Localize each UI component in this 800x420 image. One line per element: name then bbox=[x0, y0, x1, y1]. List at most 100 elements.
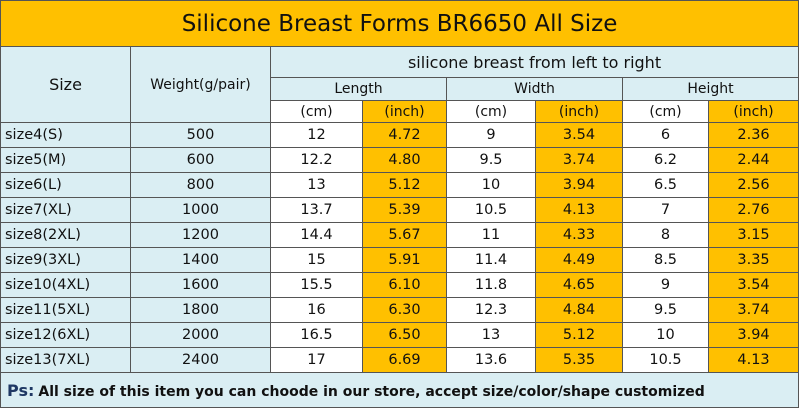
table-row: size13(7XL) 2400 17 6.69 13.6 5.35 10.5 4.13 bbox=[0, 347, 800, 373]
unit-header: (inch) bbox=[535, 100, 623, 123]
size-cell: size11(5XL) bbox=[0, 297, 131, 323]
weight-cell: 2000 bbox=[130, 322, 271, 348]
length-cm-cell: 17 bbox=[270, 347, 363, 373]
width-cm-cell: 10.5 bbox=[446, 197, 536, 223]
width-inch-cell: 5.12 bbox=[535, 322, 623, 348]
width-inch-cell: 3.74 bbox=[535, 147, 623, 173]
weight-cell: 2400 bbox=[130, 347, 271, 373]
width-inch-cell: 4.13 bbox=[535, 197, 623, 223]
width-cm-cell: 13 bbox=[446, 322, 536, 348]
footer: Ps: All size of this item you can choode … bbox=[0, 372, 800, 408]
footer-label: Ps: bbox=[7, 380, 35, 400]
height-inch-cell: 3.35 bbox=[707, 247, 800, 273]
width-cm-cell: 11.8 bbox=[446, 272, 536, 298]
table-row: size5(M) 600 12.2 4.80 9.5 3.74 6.2 2.44 bbox=[0, 147, 800, 173]
dimension-header: Length bbox=[270, 77, 447, 101]
weight-cell: 800 bbox=[130, 172, 271, 198]
height-cm-cell: 9 bbox=[622, 272, 709, 298]
height-inch-cell: 2.56 bbox=[707, 172, 800, 198]
height-inch-cell: 3.54 bbox=[707, 272, 800, 298]
length-cm-cell: 13.7 bbox=[270, 197, 363, 223]
table-row: size6(L) 800 13 5.12 10 3.94 6.5 2.56 bbox=[0, 172, 800, 198]
height-cm-cell: 8.5 bbox=[622, 247, 709, 273]
unit-header: (cm) bbox=[270, 100, 363, 123]
size-cell: size6(L) bbox=[0, 172, 131, 198]
unit-header: (inch) bbox=[362, 100, 447, 123]
height-inch-cell: 2.44 bbox=[707, 147, 800, 173]
size-cell: size13(7XL) bbox=[0, 347, 131, 373]
width-cm-cell: 10 bbox=[446, 172, 536, 198]
dimension-header: Width bbox=[446, 77, 623, 101]
height-cm-cell: 7 bbox=[622, 197, 709, 223]
height-inch-cell: 3.94 bbox=[707, 322, 800, 348]
length-inch-cell: 4.72 bbox=[362, 122, 447, 148]
height-inch-cell: 3.15 bbox=[707, 222, 800, 248]
table-row: size10(4XL) 1600 15.5 6.10 11.8 4.65 9 3.54 bbox=[0, 272, 800, 298]
width-inch-cell: 4.49 bbox=[535, 247, 623, 273]
weight-cell: 1000 bbox=[130, 197, 271, 223]
weight-header: Weight(g/pair) bbox=[130, 46, 271, 123]
width-cm-cell: 9.5 bbox=[446, 147, 536, 173]
length-inch-cell: 6.30 bbox=[362, 297, 447, 323]
width-cm-cell: 11.4 bbox=[446, 247, 536, 273]
length-cm-cell: 13 bbox=[270, 172, 363, 198]
size-cell: size9(3XL) bbox=[0, 247, 131, 273]
table-row: size9(3XL) 1400 15 5.91 11.4 4.49 8.5 3.35 bbox=[0, 247, 800, 273]
unit-header: (cm) bbox=[622, 100, 709, 123]
footer-text: All size of this item you can choode in … bbox=[38, 383, 705, 400]
width-inch-cell: 3.54 bbox=[535, 122, 623, 148]
weight-cell: 500 bbox=[130, 122, 271, 148]
height-cm-cell: 6 bbox=[622, 122, 709, 148]
height-cm-cell: 10.5 bbox=[622, 347, 709, 373]
weight-cell: 1800 bbox=[130, 297, 271, 323]
weight-cell: 1600 bbox=[130, 272, 271, 298]
table-row: size8(2XL) 1200 14.4 5.67 11 4.33 8 3.15 bbox=[0, 222, 800, 248]
length-cm-cell: 16.5 bbox=[270, 322, 363, 348]
weight-cell: 1200 bbox=[130, 222, 271, 248]
height-inch-cell: 3.74 bbox=[707, 297, 800, 323]
width-inch-cell: 4.33 bbox=[535, 222, 623, 248]
height-inch-cell: 2.36 bbox=[707, 122, 800, 148]
size-cell: size8(2XL) bbox=[0, 222, 131, 248]
size-cell: size10(4XL) bbox=[0, 272, 131, 298]
length-cm-cell: 15.5 bbox=[270, 272, 363, 298]
size-header: Size bbox=[0, 46, 131, 123]
length-inch-cell: 6.10 bbox=[362, 272, 447, 298]
length-inch-cell: 6.50 bbox=[362, 322, 447, 348]
length-cm-cell: 15 bbox=[270, 247, 363, 273]
weight-cell: 1400 bbox=[130, 247, 271, 273]
title: Silicone Breast Forms BR6650 All Size bbox=[0, 0, 800, 47]
length-inch-cell: 5.91 bbox=[362, 247, 447, 273]
height-cm-cell: 6.2 bbox=[622, 147, 709, 173]
length-cm-cell: 12.2 bbox=[270, 147, 363, 173]
table-row: size7(XL) 1000 13.7 5.39 10.5 4.13 7 2.76 bbox=[0, 197, 800, 223]
unit-header: (inch) bbox=[707, 100, 800, 123]
length-inch-cell: 4.80 bbox=[362, 147, 447, 173]
table-body: size4(S) 500 12 4.72 9 3.54 6 2.36 size5(M) 600 12… bbox=[0, 122, 800, 373]
width-inch-cell: 3.94 bbox=[535, 172, 623, 198]
size-cell: size12(6XL) bbox=[0, 322, 131, 348]
height-cm-cell: 8 bbox=[622, 222, 709, 248]
size-cell: size4(S) bbox=[0, 122, 131, 148]
group-header: silicone breast from left to right bbox=[269, 46, 800, 78]
table-row: size12(6XL) 2000 16.5 6.50 13 5.12 10 3.94 bbox=[0, 322, 800, 348]
height-cm-cell: 9.5 bbox=[622, 297, 709, 323]
size-cell: size5(M) bbox=[0, 147, 131, 173]
length-inch-cell: 5.39 bbox=[362, 197, 447, 223]
length-cm-cell: 16 bbox=[270, 297, 363, 323]
height-inch-cell: 4.13 bbox=[707, 347, 800, 373]
dimension-header: Height bbox=[621, 77, 800, 101]
height-inch-cell: 2.76 bbox=[707, 197, 800, 223]
size-table: Silicone Breast Forms BR6650 All Size Si… bbox=[0, 0, 800, 408]
width-cm-cell: 11 bbox=[446, 222, 536, 248]
width-cm-cell: 13.6 bbox=[446, 347, 536, 373]
table-row: size4(S) 500 12 4.72 9 3.54 6 2.36 bbox=[0, 122, 800, 148]
height-cm-cell: 10 bbox=[622, 322, 709, 348]
width-inch-cell: 4.84 bbox=[535, 297, 623, 323]
length-inch-cell: 6.69 bbox=[362, 347, 447, 373]
table-row: size11(5XL) 1800 16 6.30 12.3 4.84 9.5 3.74 bbox=[0, 297, 800, 323]
length-inch-cell: 5.12 bbox=[362, 172, 447, 198]
width-cm-cell: 9 bbox=[446, 122, 536, 148]
width-cm-cell: 12.3 bbox=[446, 297, 536, 323]
